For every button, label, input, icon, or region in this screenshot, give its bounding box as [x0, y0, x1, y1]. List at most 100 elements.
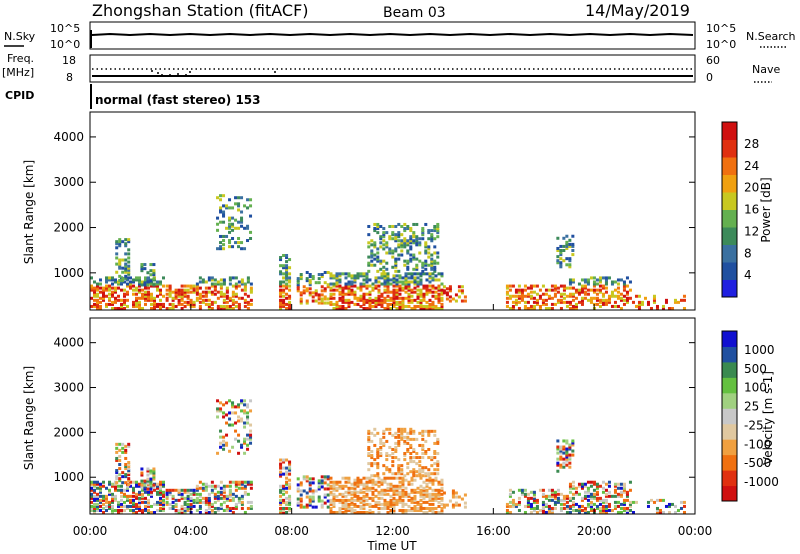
echo-cell — [373, 253, 377, 257]
echo-cell — [529, 290, 533, 294]
echo-cell — [228, 449, 232, 453]
echo-cell — [237, 439, 241, 443]
echo-cell — [105, 500, 108, 504]
echo-cell — [436, 464, 440, 468]
echo-cell — [147, 484, 150, 488]
echo-cell — [192, 500, 196, 504]
echo-cell — [198, 500, 202, 504]
echo-cell — [404, 486, 408, 490]
echo-cell — [389, 504, 393, 508]
echo-cell — [457, 285, 461, 289]
echo-cell — [147, 292, 150, 296]
echo-cell — [565, 500, 569, 504]
echo-cell — [314, 293, 318, 297]
echo-cell — [159, 492, 162, 496]
echo-cell — [422, 292, 426, 296]
echo-cell — [356, 298, 360, 302]
echo-cell — [388, 427, 392, 431]
echo-cell — [127, 471, 131, 475]
echo-cell — [243, 304, 247, 308]
echo-cell — [198, 276, 202, 280]
echo-cell — [418, 259, 422, 263]
echo-cell — [421, 233, 425, 237]
echo-cell — [376, 454, 380, 458]
echo-cell — [403, 229, 407, 233]
echo-cell — [246, 433, 250, 437]
echo-cell — [146, 477, 150, 481]
echo-cell — [225, 288, 229, 292]
echo-cell — [400, 472, 404, 476]
echo-cell — [410, 288, 414, 292]
echo-cell — [344, 282, 348, 286]
echo-cell — [422, 492, 426, 496]
echo-cell — [282, 304, 286, 308]
echo-cell — [344, 506, 348, 510]
echo-cell — [556, 261, 560, 265]
echo-cell — [565, 439, 569, 443]
echo-cell — [419, 494, 423, 498]
echo-cell — [418, 464, 422, 468]
echo-cell — [433, 227, 437, 231]
echo-cell — [195, 484, 199, 488]
echo-cell — [207, 496, 211, 500]
echo-cell — [246, 421, 250, 425]
cpid-label: CPID — [5, 89, 34, 102]
echo-cell — [99, 490, 102, 494]
echo-cell — [335, 280, 339, 284]
echo-cell — [428, 276, 432, 280]
echo-cell — [296, 281, 300, 285]
echo-cell — [90, 486, 93, 490]
echo-cell — [523, 300, 527, 304]
echo-cell — [389, 307, 393, 310]
echo-cell — [661, 498, 665, 502]
echo-cell — [622, 298, 626, 302]
echo-cell — [389, 486, 393, 490]
echo-cell — [428, 492, 432, 496]
echo-cell — [108, 296, 111, 300]
echo-cell — [562, 445, 566, 449]
echo-cell — [240, 486, 244, 490]
echo-cell — [144, 504, 147, 508]
echo-cell — [517, 502, 521, 506]
echo-cell — [249, 230, 253, 234]
echo-cell — [544, 494, 548, 498]
echo-cell — [159, 498, 162, 502]
echo-cell — [132, 304, 135, 308]
echo-cell — [436, 255, 440, 259]
echo-cell — [559, 447, 563, 451]
echo-cell — [192, 300, 196, 304]
echo-cell — [249, 298, 253, 302]
echo-cell — [386, 288, 390, 292]
echo-cell — [425, 307, 429, 310]
echo-cell — [517, 300, 521, 304]
echo-cell — [595, 492, 599, 496]
echo-cell — [505, 300, 509, 304]
echo-cell — [535, 300, 539, 304]
echo-cell — [425, 506, 429, 510]
echo-cell — [385, 468, 389, 472]
echo-cell — [353, 482, 357, 486]
echo-cell — [285, 511, 289, 514]
echo-cell — [147, 298, 150, 302]
echo-cell — [400, 233, 404, 237]
echo-cell — [141, 508, 144, 512]
echo-cell — [440, 304, 444, 308]
echo-cell — [231, 492, 235, 496]
echo-cell — [401, 478, 405, 482]
echo-cell — [93, 508, 96, 512]
echo-cell — [183, 496, 187, 500]
echo-cell — [583, 278, 587, 282]
echo-cell — [189, 290, 193, 294]
echo-cell — [246, 198, 250, 202]
echo-cell — [314, 505, 318, 509]
echo-cell — [359, 498, 363, 502]
echo-cell — [207, 500, 211, 504]
echo-cell — [326, 301, 330, 305]
y-tick-label: 1000 — [53, 470, 84, 484]
echo-cell — [204, 290, 208, 294]
echo-cell — [225, 286, 229, 290]
echo-cell — [580, 290, 584, 294]
echo-cell — [395, 492, 399, 496]
echo-cell — [400, 239, 404, 243]
echo-cell — [397, 443, 401, 447]
